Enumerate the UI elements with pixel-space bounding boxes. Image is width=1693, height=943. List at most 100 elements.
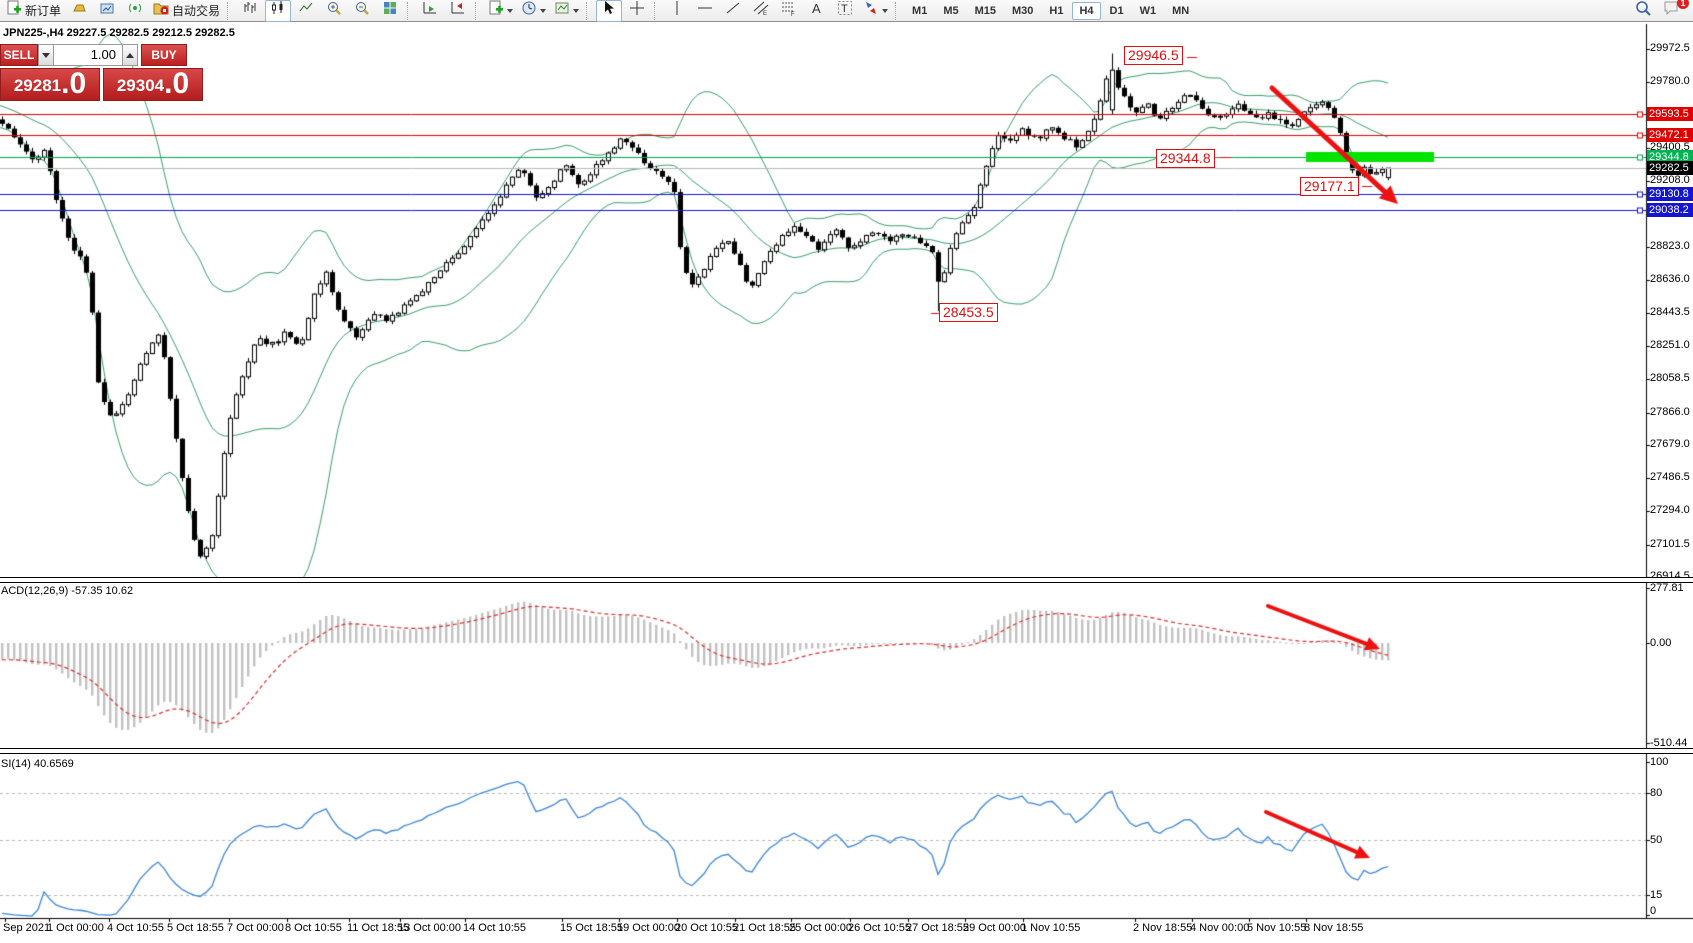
price-annotation[interactable]: 29946.5 <box>1124 46 1183 65</box>
line-chart-button[interactable] <box>293 0 319 22</box>
volume-decrease-button[interactable] <box>38 44 54 66</box>
crosshair-icon <box>629 0 645 21</box>
publish-icon <box>99 0 115 21</box>
time-tick-label: 8 Nov 18:55 <box>1304 922 1364 934</box>
time-tick-label: 21 Oct 18:55 <box>733 922 796 934</box>
timeframe-button-m30[interactable]: M30 <box>1012 4 1034 17</box>
buy-price-decimal: .0 <box>164 67 190 100</box>
arrows-button[interactable] <box>860 0 891 22</box>
equidistant-channel-button[interactable]: E <box>748 0 774 22</box>
macd-scale-label: 277.81 <box>1650 582 1684 595</box>
pane-separator[interactable] <box>0 577 1693 583</box>
signal-icon <box>127 0 143 21</box>
volume-increase-button[interactable] <box>122 44 138 66</box>
time-tick-label: 29 Oct 00:00 <box>963 922 1026 934</box>
new-chart-button[interactable] <box>485 0 516 22</box>
price-tick-label: 27294.0 <box>1650 504 1690 517</box>
price-line-label: 29344.8 <box>1647 150 1693 165</box>
text-button[interactable]: A <box>804 0 830 22</box>
time-tick-label: 11 Oct 18:55 <box>347 922 410 934</box>
new-order-icon <box>6 0 22 21</box>
rsi-scale-label: 80 <box>1650 787 1663 800</box>
svg-text:A: A <box>812 1 821 16</box>
volume-input[interactable]: 1.00 <box>54 44 122 66</box>
signals-button[interactable] <box>122 0 148 22</box>
text-label-button[interactable]: T <box>832 0 858 22</box>
buy-button[interactable]: BUY <box>141 44 187 66</box>
timeframe-button-w1[interactable]: W1 <box>1139 4 1157 17</box>
bar-chart-icon <box>242 0 258 21</box>
horizontal-line-button[interactable] <box>692 0 718 22</box>
price-tick-label: 27101.5 <box>1650 537 1690 550</box>
chart-title: JPN225-,H4 29227.5 29282.5 29212.5 29282… <box>3 27 235 39</box>
candlestick-chart-button[interactable] <box>265 0 292 22</box>
time-tick-label: Sep 2021 <box>3 922 51 934</box>
timeframe-button-h4[interactable]: H4 <box>1072 1 1101 20</box>
text-icon: A <box>809 0 825 21</box>
notifications-button[interactable]: 1 <box>1658 0 1689 22</box>
cursor-icon <box>601 0 617 21</box>
toolbar-separator <box>475 1 481 20</box>
price-tick-label: 28251.0 <box>1650 339 1690 352</box>
svg-text:F: F <box>791 12 795 16</box>
one-click-trading-panel: SELL 1.00 BUY 29281.0 29304.0 <box>0 44 207 101</box>
time-tick-label: 20 Oct 10:55 <box>675 922 738 934</box>
chart-shift-button[interactable] <box>445 0 471 22</box>
trendline-button[interactable] <box>720 0 746 22</box>
search-button[interactable] <box>1630 0 1656 22</box>
time-tick-label: 14 Oct 10:55 <box>463 922 526 934</box>
zoom-in-button[interactable] <box>321 0 347 22</box>
gold-button[interactable] <box>66 0 92 22</box>
time-tick-label: 26 Oct 10:55 <box>848 922 911 934</box>
indicators-button[interactable] <box>518 0 549 22</box>
price-tick-label: 29972.5 <box>1650 42 1690 54</box>
price-tick-label: 29780.0 <box>1650 75 1690 88</box>
price-annotation[interactable]: 29177.1 <box>1300 177 1359 196</box>
new-chart-icon <box>488 0 504 21</box>
templates-button[interactable] <box>551 0 582 22</box>
buy-price: 29304 <box>116 76 165 95</box>
timeframe-button-d1[interactable]: D1 <box>1109 4 1124 17</box>
cursor-button[interactable] <box>596 0 623 22</box>
price-annotation[interactable]: 29344.8 <box>1156 149 1215 168</box>
time-tick-label: 19 Oct 00:00 <box>617 922 680 934</box>
sell-button[interactable]: SELL <box>0 44 38 66</box>
crosshair-button[interactable] <box>624 0 650 22</box>
tile-windows-button[interactable] <box>377 0 403 22</box>
price-tick-label: 28636.0 <box>1650 272 1690 285</box>
publish-button[interactable] <box>94 0 120 22</box>
fibonacci-button[interactable]: F <box>776 0 802 22</box>
dropdown-caret-icon <box>540 8 547 13</box>
buy-price-button[interactable]: 29304.0 <box>103 68 203 101</box>
price-line-label: 29282.5 <box>1647 161 1693 176</box>
pane-separator[interactable] <box>0 748 1693 754</box>
timeframe-button-mn[interactable]: MN <box>1172 4 1190 17</box>
search-icon <box>1634 0 1652 22</box>
new-order-button[interactable]: 新订单 <box>3 0 64 22</box>
zoom-out-button[interactable] <box>349 0 375 22</box>
bar-chart-button[interactable] <box>237 0 263 22</box>
sell-price-button[interactable]: 29281.0 <box>0 68 100 101</box>
text-label-icon: T <box>837 0 853 21</box>
autoscroll-button[interactable] <box>417 0 443 22</box>
vertical-line-button[interactable] <box>664 0 690 22</box>
timeframe-button-m1[interactable]: M1 <box>912 4 928 17</box>
price-annotation[interactable]: 28453.5 <box>939 303 998 322</box>
timeframe-button-m5[interactable]: M5 <box>943 4 959 17</box>
triangle-up-icon <box>126 52 134 58</box>
rsi-scale-label: 50 <box>1650 834 1663 846</box>
time-tick-label: 13 Oct 00:00 <box>398 922 461 934</box>
macd-scale-label: 0.00 <box>1650 637 1672 649</box>
autotrading-icon <box>153 0 169 21</box>
toolbar-separator <box>586 1 592 20</box>
time-tick-label: 7 Oct 00:00 <box>227 922 284 934</box>
toolbar: 新订单 自动交易 E F A T M1 M5 M <box>0 0 1693 22</box>
price-tick-label: 27866.0 <box>1650 405 1690 418</box>
macd-label: ACD(12,26,9) -57.35 10.62 <box>1 585 134 597</box>
autotrading-button[interactable]: 自动交易 <box>150 0 223 22</box>
timeframe-button-h1[interactable]: H1 <box>1049 4 1064 17</box>
time-tick-label: 15 Oct 18:55 <box>560 922 623 934</box>
rsi-scale-label: 15 <box>1650 888 1663 901</box>
timeframe-button-m15[interactable]: M15 <box>974 4 996 17</box>
